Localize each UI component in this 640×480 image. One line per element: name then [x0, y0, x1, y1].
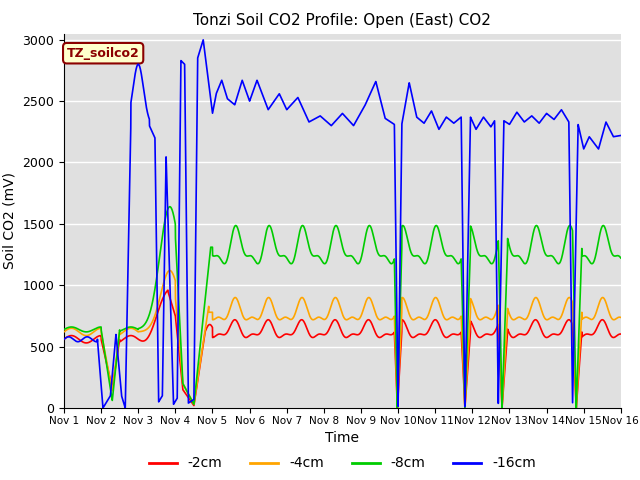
Legend: -2cm, -4cm, -8cm, -16cm: -2cm, -4cm, -8cm, -16cm: [143, 451, 541, 476]
Text: TZ_soilco2: TZ_soilco2: [67, 47, 140, 60]
Y-axis label: Soil CO2 (mV): Soil CO2 (mV): [3, 172, 17, 269]
Title: Tonzi Soil CO2 Profile: Open (East) CO2: Tonzi Soil CO2 Profile: Open (East) CO2: [193, 13, 492, 28]
X-axis label: Time: Time: [325, 431, 360, 445]
